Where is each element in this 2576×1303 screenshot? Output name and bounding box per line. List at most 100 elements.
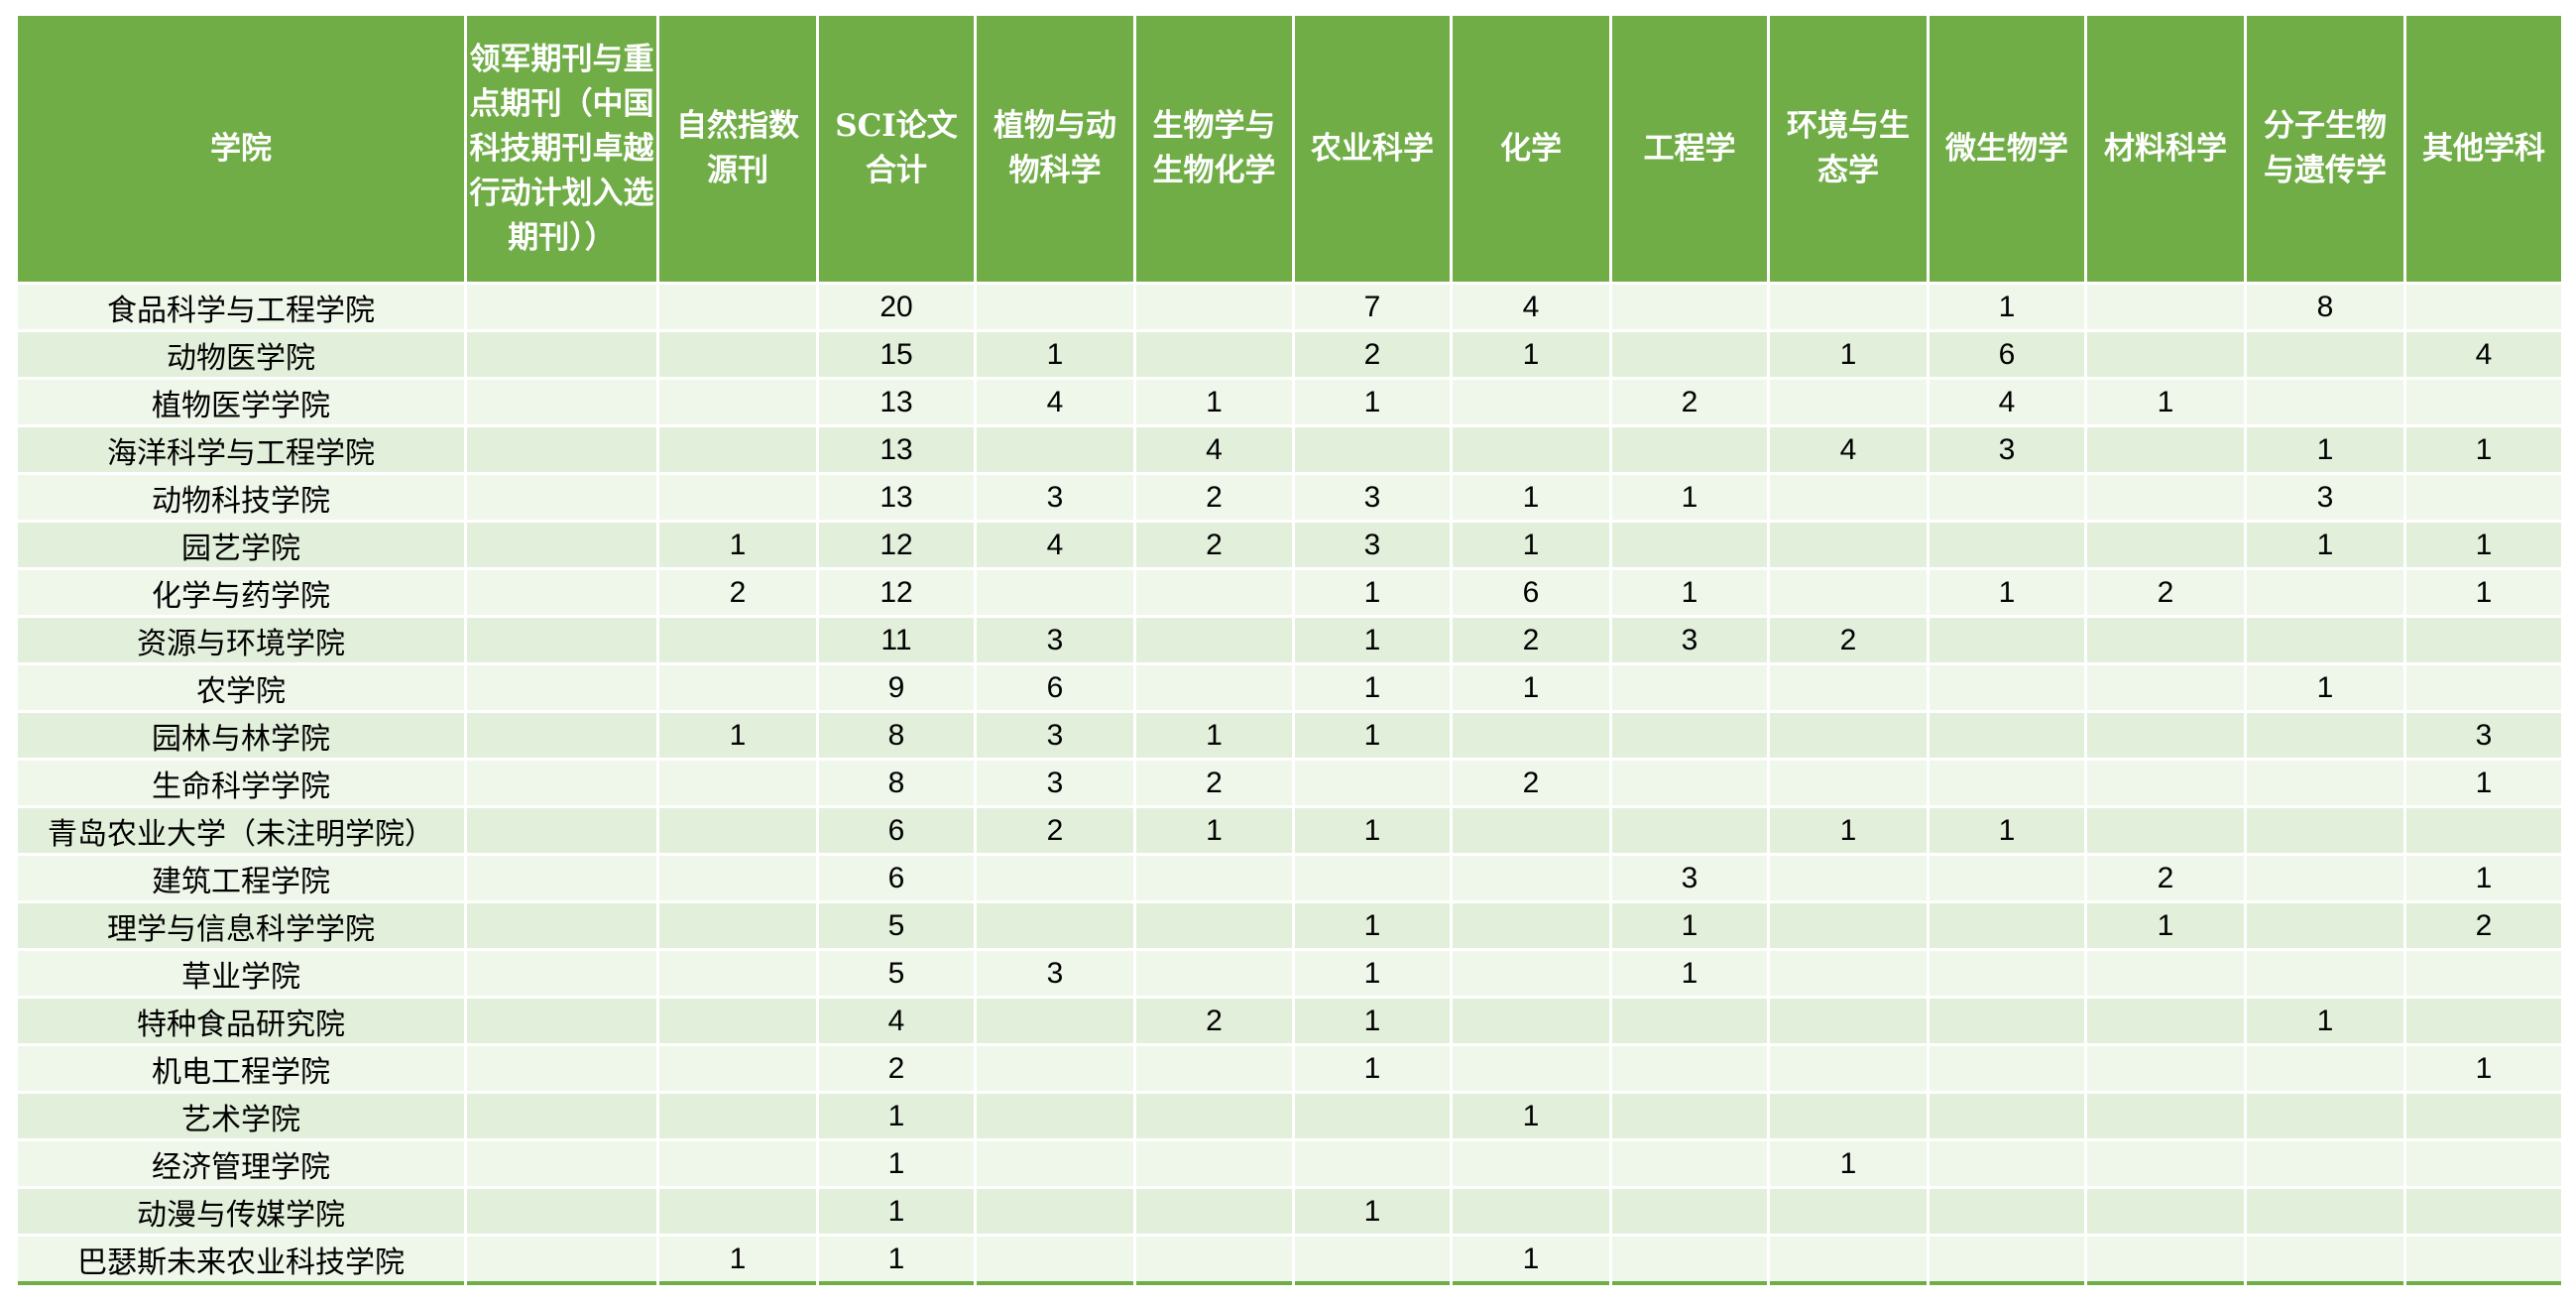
count-cell: 2 [659,570,816,615]
count-cell [1136,1141,1292,1186]
college-name-cell: 园林与林学院 [18,713,464,758]
count-cell [1770,523,1927,567]
count-cell [2406,951,2561,996]
count-cell [467,808,656,853]
count-cell [1136,1046,1292,1091]
count-cell [2247,618,2403,662]
college-name-cell: 机电工程学院 [18,1046,464,1091]
column-header: 环境与生态学 [1770,16,1927,282]
count-cell [659,665,816,710]
count-cell: 1 [1453,1094,1609,1138]
table-row: 园艺学院 1 12 4 2 3 1 1 1 [18,523,2561,567]
count-cell [1770,285,1927,329]
table-row: 建筑工程学院 6 3 2 1 [18,856,2561,900]
count-cell: 1 [1295,903,1450,948]
count-cell: 3 [977,475,1133,520]
count-cell: 1 [1295,1046,1450,1091]
count-cell [2247,1094,2403,1138]
count-cell [1612,1094,1767,1138]
count-cell: 1 [1612,475,1767,520]
college-name-cell: 经济管理学院 [18,1141,464,1186]
count-cell [1295,427,1450,472]
table-row: 海洋科学与工程学院 13 4 4 3 1 1 [18,427,2561,472]
count-cell [977,856,1133,900]
count-cell [467,713,656,758]
count-cell: 2 [1295,332,1450,377]
count-cell: 15 [819,332,974,377]
table-row: 农学院 9 6 1 1 1 [18,665,2561,710]
count-cell [2087,999,2244,1043]
count-cell: 1 [1295,665,1450,710]
table-row: 动漫与传媒学院 1 1 [18,1189,2561,1234]
count-cell: 1 [1453,665,1609,710]
count-cell: 1 [2406,761,2561,805]
count-cell [467,903,656,948]
count-cell: 1 [1770,808,1927,853]
count-cell [1136,285,1292,329]
count-cell [1770,475,1927,520]
count-cell: 1 [2247,427,2403,472]
count-cell [2087,618,2244,662]
count-cell [1453,808,1609,853]
count-cell [659,380,816,424]
count-cell [1770,999,1927,1043]
count-cell: 1 [2406,856,2561,900]
count-cell: 1 [1453,332,1609,377]
count-cell [1770,1237,1927,1285]
count-cell: 1 [1612,903,1767,948]
count-cell: 1 [1295,380,1450,424]
college-name-cell: 建筑工程学院 [18,856,464,900]
count-cell [659,475,816,520]
count-cell: 1 [1930,808,2084,853]
count-cell: 1 [2087,380,2244,424]
count-cell [1136,332,1292,377]
count-cell: 1 [2247,999,2403,1043]
count-cell [1770,1094,1927,1138]
header-row: 学院 领军期刊与重点期刊（中国科技期刊卓越行动计划入选期刊）） 自然指数源刊 SCI论… [18,16,2561,282]
count-cell [1136,618,1292,662]
column-header: 生物学与生物化学 [1136,16,1292,282]
count-cell: 5 [819,903,974,948]
count-cell: 6 [1453,570,1609,615]
count-cell [659,1094,816,1138]
count-cell [2247,1046,2403,1091]
count-cell [2406,1189,2561,1234]
count-cell [977,1189,1133,1234]
count-cell: 2 [2087,856,2244,900]
count-cell [659,903,816,948]
count-cell [467,951,656,996]
count-cell: 1 [1770,332,1927,377]
count-cell [467,285,656,329]
count-cell [2247,808,2403,853]
count-cell: 1 [2087,903,2244,948]
count-cell: 2 [1136,523,1292,567]
count-cell: 3 [1930,427,2084,472]
count-cell: 4 [2406,332,2561,377]
count-cell [2406,285,2561,329]
count-cell [2087,427,2244,472]
count-cell: 3 [977,951,1133,996]
count-cell [467,332,656,377]
count-cell: 4 [819,999,974,1043]
count-cell: 1 [1295,951,1450,996]
table-row: 青岛农业大学（未注明学院） 6 2 1 1 1 1 [18,808,2561,853]
count-cell [2406,1094,2561,1138]
count-cell [2247,332,2403,377]
count-cell: 1 [819,1237,974,1285]
count-cell: 1 [2247,665,2403,710]
count-cell [977,999,1133,1043]
count-cell: 1 [2406,427,2561,472]
count-cell [1136,665,1292,710]
count-cell [1453,427,1609,472]
count-cell: 1 [1453,1237,1609,1285]
count-cell: 2 [2087,570,2244,615]
count-cell [1930,618,2084,662]
count-cell [2406,808,2561,853]
count-cell [1930,665,2084,710]
count-cell: 2 [1136,475,1292,520]
count-cell [1612,999,1767,1043]
count-cell [1612,427,1767,472]
count-cell [1453,999,1609,1043]
count-cell [1453,1141,1609,1186]
count-cell [2247,761,2403,805]
